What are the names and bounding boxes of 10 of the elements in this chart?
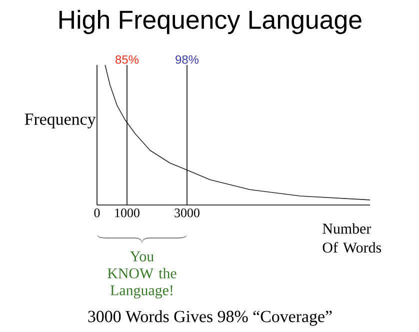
annotation: 98%: [176, 55, 199, 64]
annotation: 85%: [116, 55, 139, 64]
x-axis-title: Number Of Words: [322, 223, 382, 253]
chart-title: High Frequency Language: [59, 10, 362, 34]
y-axis-title: Frequency: [24, 114, 96, 128]
text: 3000 Words Gives 98% “Coverage”: [88, 310, 332, 326]
text: You KNOW the Language!: [108, 252, 176, 298]
x-tick-label: 1000: [115, 208, 140, 218]
x-tick-label: 0: [94, 208, 100, 218]
x-tick-label: 3000: [174, 208, 200, 218]
